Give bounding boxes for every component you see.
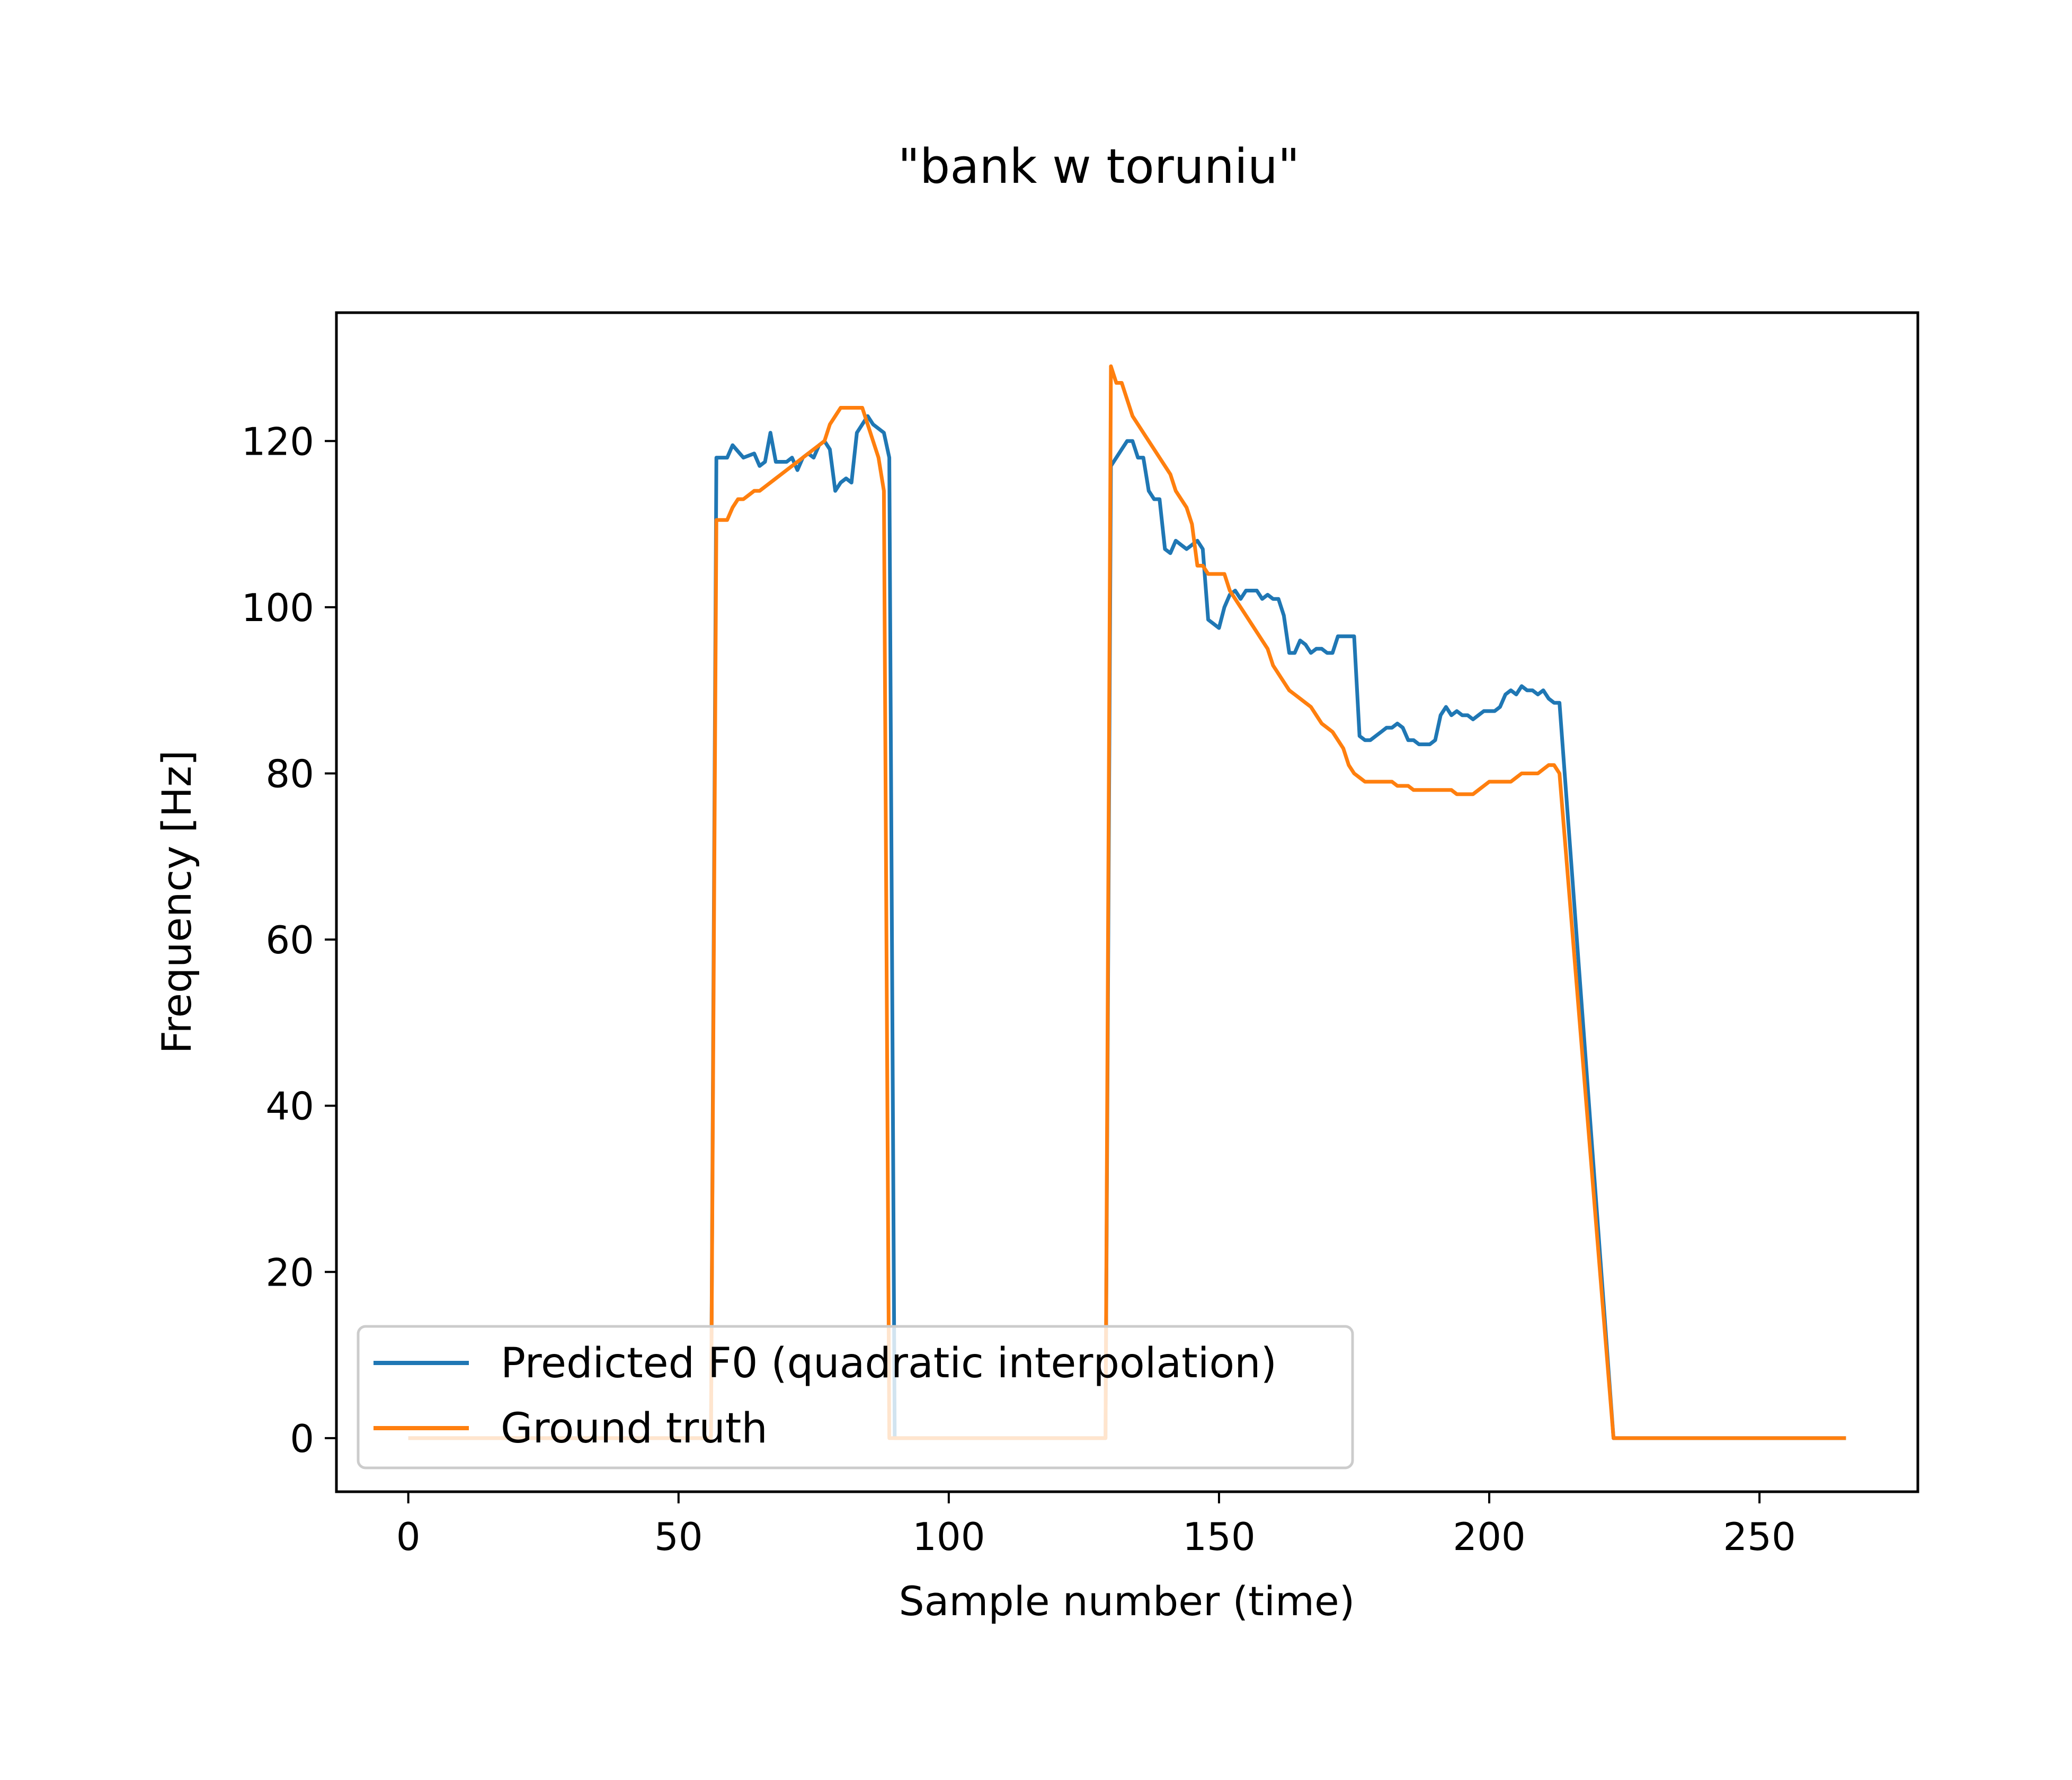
y-tick-label: 0 [290, 1416, 314, 1461]
series-line-predicted [408, 414, 1846, 1440]
x-axis-ticks: 0 50 100 150 200 250 [396, 1492, 1796, 1559]
chart-title: "bank w toruniu" [898, 139, 1300, 194]
y-tick-label: 20 [265, 1250, 314, 1295]
x-tick-label: 50 [654, 1515, 703, 1559]
y-tick-label: 80 [265, 751, 314, 796]
y-axis-ticks: 0 20 40 60 80 100 120 [242, 419, 336, 1461]
y-tick-label: 100 [242, 586, 314, 630]
x-tick-label: 150 [1182, 1515, 1255, 1559]
x-axis-label: Sample number (time) [899, 1578, 1355, 1625]
x-tick-label: 0 [396, 1515, 421, 1559]
x-tick-label: 250 [1723, 1515, 1795, 1559]
legend-label-predicted: Predicted F0 (quadratic interpolation) [501, 1340, 1277, 1387]
legend-box [357, 1325, 1354, 1469]
legend: Predicted F0 (quadratic interpolation) G… [357, 1325, 1354, 1469]
x-tick-label: 200 [1453, 1515, 1525, 1559]
x-tick-label: 100 [912, 1515, 985, 1559]
y-tick-label: 60 [265, 918, 314, 962]
plot-frame [335, 311, 1919, 1493]
y-tick-label: 40 [265, 1084, 314, 1129]
legend-label-ground-truth: Ground truth [501, 1405, 768, 1453]
series-line-ground-truth [408, 364, 1846, 1440]
y-axis-label: Frequency [Hz] [153, 750, 200, 1053]
series-layer [408, 364, 1846, 1440]
y-tick-label: 120 [242, 419, 314, 464]
